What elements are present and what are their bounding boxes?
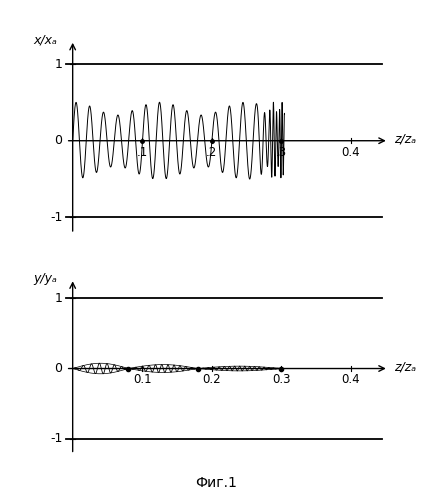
Text: 0: 0 bbox=[54, 362, 62, 375]
Text: Фиг.1: Фиг.1 bbox=[195, 476, 237, 490]
Text: 0.1: 0.1 bbox=[133, 374, 152, 386]
Text: 1: 1 bbox=[54, 292, 62, 304]
Text: z/zₐ: z/zₐ bbox=[394, 132, 416, 145]
Text: y/yₐ: y/yₐ bbox=[34, 272, 57, 285]
Text: -1: -1 bbox=[50, 432, 62, 446]
Text: .3: .3 bbox=[276, 146, 286, 159]
Text: -1: -1 bbox=[50, 210, 62, 224]
Text: .1: .1 bbox=[137, 146, 148, 159]
Text: 0.4: 0.4 bbox=[341, 146, 360, 159]
Text: 1: 1 bbox=[54, 58, 62, 71]
Text: 0: 0 bbox=[54, 134, 62, 147]
Text: .2: .2 bbox=[206, 146, 217, 159]
Text: 0.3: 0.3 bbox=[272, 374, 290, 386]
Text: x/xₐ: x/xₐ bbox=[34, 34, 57, 46]
Text: 0.2: 0.2 bbox=[202, 374, 221, 386]
Text: 0.4: 0.4 bbox=[341, 374, 360, 386]
Text: z/zₐ: z/zₐ bbox=[394, 361, 416, 374]
